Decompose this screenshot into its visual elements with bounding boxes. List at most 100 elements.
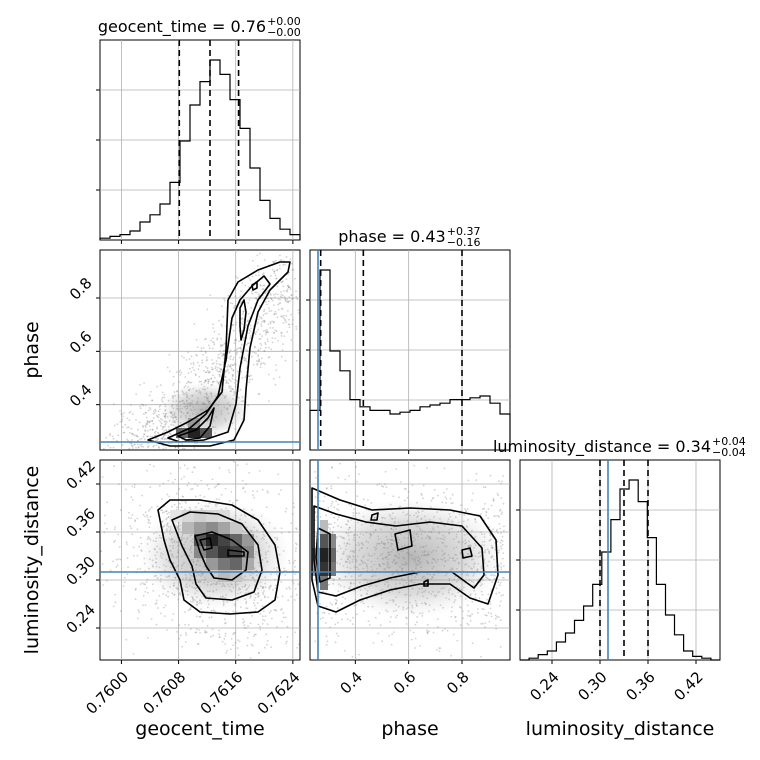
scatter-point	[296, 543, 298, 546]
scatter-point	[242, 313, 245, 315]
scatter-point	[211, 363, 214, 365]
scatter-point	[111, 435, 114, 438]
scatter-point	[195, 353, 198, 356]
scatter-point	[163, 393, 166, 396]
scatter-point	[179, 369, 182, 372]
scatter-point	[415, 621, 418, 624]
scatter-point	[178, 438, 181, 441]
scatter-point	[502, 502, 505, 505]
scatter-point	[330, 513, 333, 516]
scatter-point	[282, 263, 284, 266]
scatter-point	[141, 582, 144, 584]
scatter-point	[181, 645, 184, 648]
scatter-point	[123, 581, 126, 584]
scatter-point	[155, 602, 158, 605]
scatter-point	[196, 628, 198, 631]
scatter-point	[242, 618, 244, 621]
scatter-point	[215, 360, 218, 362]
scatter-point	[263, 321, 266, 324]
scatter-point	[227, 294, 230, 297]
scatter-point	[150, 618, 153, 620]
scatter-point	[198, 615, 201, 618]
scatter-point	[245, 483, 248, 486]
scatter-point	[117, 434, 120, 437]
scatter-point	[207, 371, 210, 374]
contour-inner	[394, 529, 413, 551]
scatter-point	[384, 470, 387, 473]
scatter-point	[217, 353, 220, 356]
scatter-point	[187, 482, 190, 484]
scatter-point	[274, 329, 277, 332]
scatter-point	[495, 624, 497, 627]
scatter-point	[264, 292, 267, 295]
scatter-point	[241, 317, 244, 320]
scatter-point	[243, 624, 246, 626]
scatter-point	[116, 564, 119, 566]
scatter-point	[348, 503, 351, 506]
scatter-point	[228, 351, 231, 354]
scatter-point	[496, 492, 499, 495]
scatter-point	[189, 367, 191, 370]
scatter-point	[262, 284, 265, 287]
scatter-point	[142, 445, 145, 448]
scatter-point	[319, 603, 321, 605]
scatter-point	[219, 368, 222, 371]
scatter-point	[213, 341, 216, 344]
scatter-point	[427, 632, 429, 635]
scatter-point	[109, 433, 112, 435]
scatter-point	[178, 488, 181, 490]
scatter-point	[251, 615, 253, 617]
scatter-point	[135, 435, 138, 437]
scatter-point	[173, 503, 176, 506]
scatter-point	[284, 297, 287, 300]
x-tick-label: 0.4	[336, 668, 366, 698]
scatter-point	[379, 624, 382, 627]
scatter-point	[452, 502, 454, 504]
scatter-point	[336, 508, 338, 511]
scatter-point	[211, 340, 214, 343]
scatter-point	[287, 300, 290, 303]
scatter-point	[350, 505, 353, 508]
scatter-point	[211, 380, 214, 383]
scatter-point	[113, 541, 115, 543]
scatter-point	[263, 596, 266, 599]
scatter-point	[112, 446, 115, 449]
scatter-point	[137, 446, 140, 449]
scatter-point	[459, 624, 462, 626]
scatter-point	[187, 380, 190, 383]
scatter-point	[445, 498, 448, 500]
scatter-point	[450, 616, 453, 618]
scatter-point	[115, 566, 118, 568]
scatter-point	[200, 380, 203, 383]
scatter-point	[144, 515, 147, 518]
y-axis-label: luminosity_distance	[21, 466, 43, 655]
scatter-point	[224, 643, 227, 645]
scatter-point	[190, 488, 192, 491]
scatter-point	[257, 354, 260, 356]
contour-inner	[227, 549, 245, 557]
scatter-point	[152, 589, 155, 592]
scatter-point	[275, 369, 278, 372]
scatter-point	[318, 492, 321, 495]
scatter-point	[106, 501, 109, 504]
scatter-point	[112, 560, 114, 563]
scatter-point	[443, 628, 446, 630]
y-tick-label: 0.8	[66, 274, 96, 304]
scatter-point	[323, 611, 326, 614]
scatter-point	[372, 642, 375, 644]
scatter-point	[443, 467, 446, 470]
scatter-point	[209, 370, 211, 373]
scatter-point	[218, 357, 221, 359]
scatter-point	[490, 504, 493, 507]
scatter-point	[426, 629, 428, 632]
scatter-point	[190, 381, 193, 384]
scatter-point	[138, 421, 141, 424]
scatter-point	[322, 611, 324, 614]
scatter-point	[409, 629, 412, 632]
scatter-point	[450, 654, 453, 657]
scatter-point	[109, 569, 112, 572]
scatter-point	[259, 333, 261, 335]
scatter-point	[325, 514, 327, 517]
scatter-point	[161, 428, 164, 430]
scatter-point	[211, 478, 214, 481]
